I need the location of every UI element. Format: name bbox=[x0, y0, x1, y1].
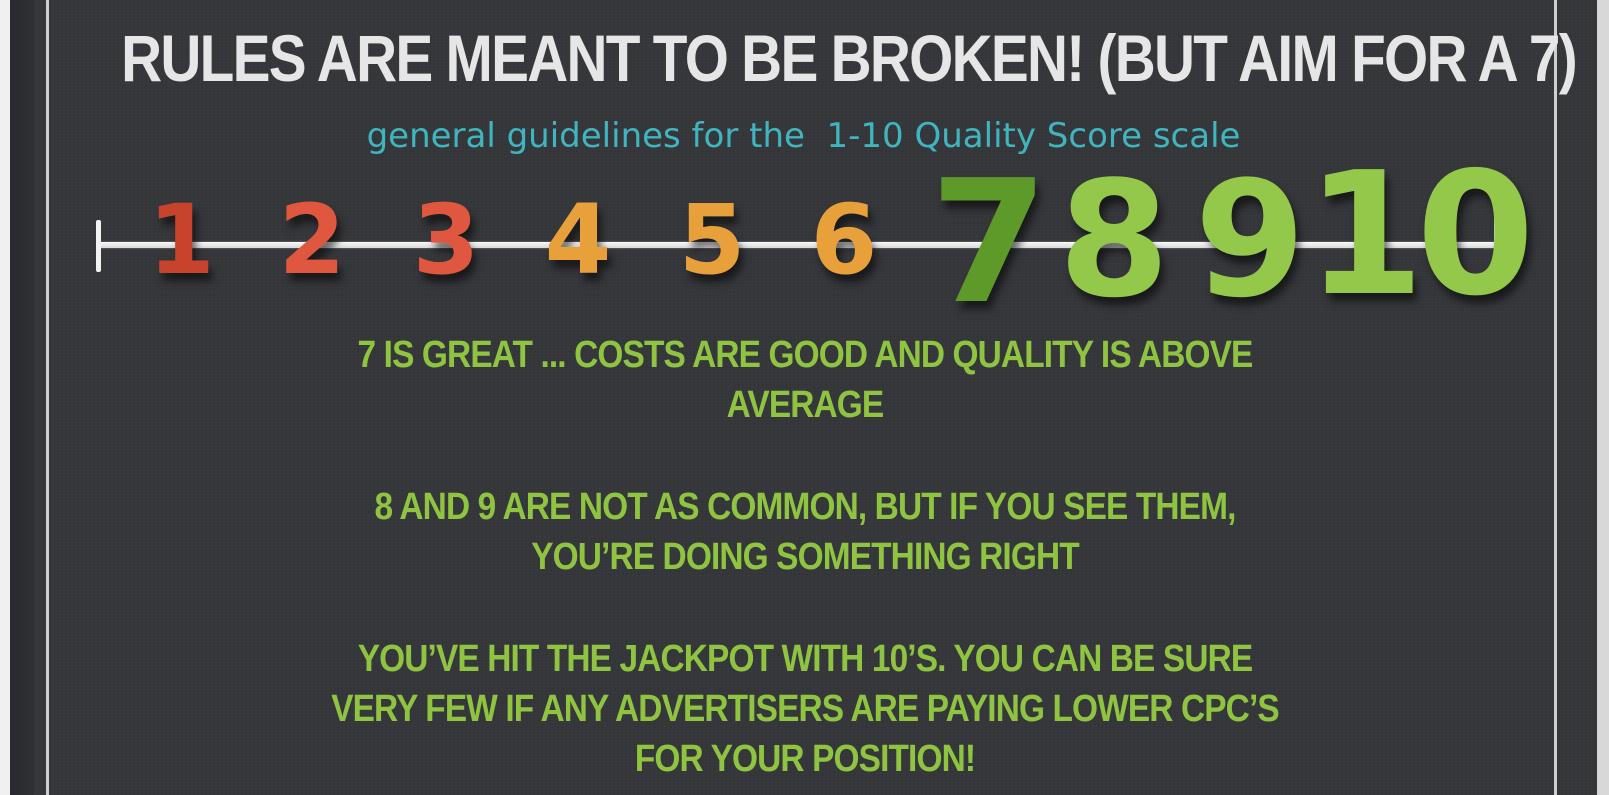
scale-line bbox=[98, 242, 1498, 248]
score-2: 2 bbox=[278, 184, 346, 296]
score-1: 1 bbox=[148, 184, 215, 296]
slide: RULES ARE MEANT TO BE BROKEN! (BUT AIM F… bbox=[10, 0, 1597, 795]
scale-tick-start bbox=[96, 220, 101, 272]
score-9: 9 bbox=[1194, 146, 1306, 333]
page-left-margin bbox=[0, 0, 10, 795]
score-10: 10 bbox=[1306, 136, 1535, 334]
message-score-8-9: 8 AND 9 ARE NOT AS COMMON, BUT IF YOU SE… bbox=[374, 486, 1237, 578]
score-6: 6 bbox=[810, 184, 878, 296]
slide-edge-shade bbox=[10, 0, 34, 795]
score-4: 4 bbox=[544, 184, 612, 296]
message-score-7: 7 IS GREAT ... COSTS ARE GOOD AND QUALIT… bbox=[357, 334, 1254, 426]
scale-tick-end bbox=[1494, 218, 1500, 270]
score-8: 8 bbox=[1058, 146, 1170, 333]
score-5: 5 bbox=[678, 184, 746, 296]
message-score-10: YOU’VE HIT THE JACKPOT WITH 10’S. YOU CA… bbox=[331, 638, 1279, 780]
page-right-margin bbox=[1597, 0, 1609, 795]
score-7: 7 bbox=[930, 144, 1049, 342]
slide-title: RULES ARE MEANT TO BE BROKEN! (BUT AIM F… bbox=[121, 21, 1578, 95]
score-3: 3 bbox=[412, 184, 480, 296]
slide-subtitle: general guidelines for the 1-10 Quality … bbox=[366, 116, 1241, 156]
chalk-frame bbox=[46, 0, 1557, 795]
